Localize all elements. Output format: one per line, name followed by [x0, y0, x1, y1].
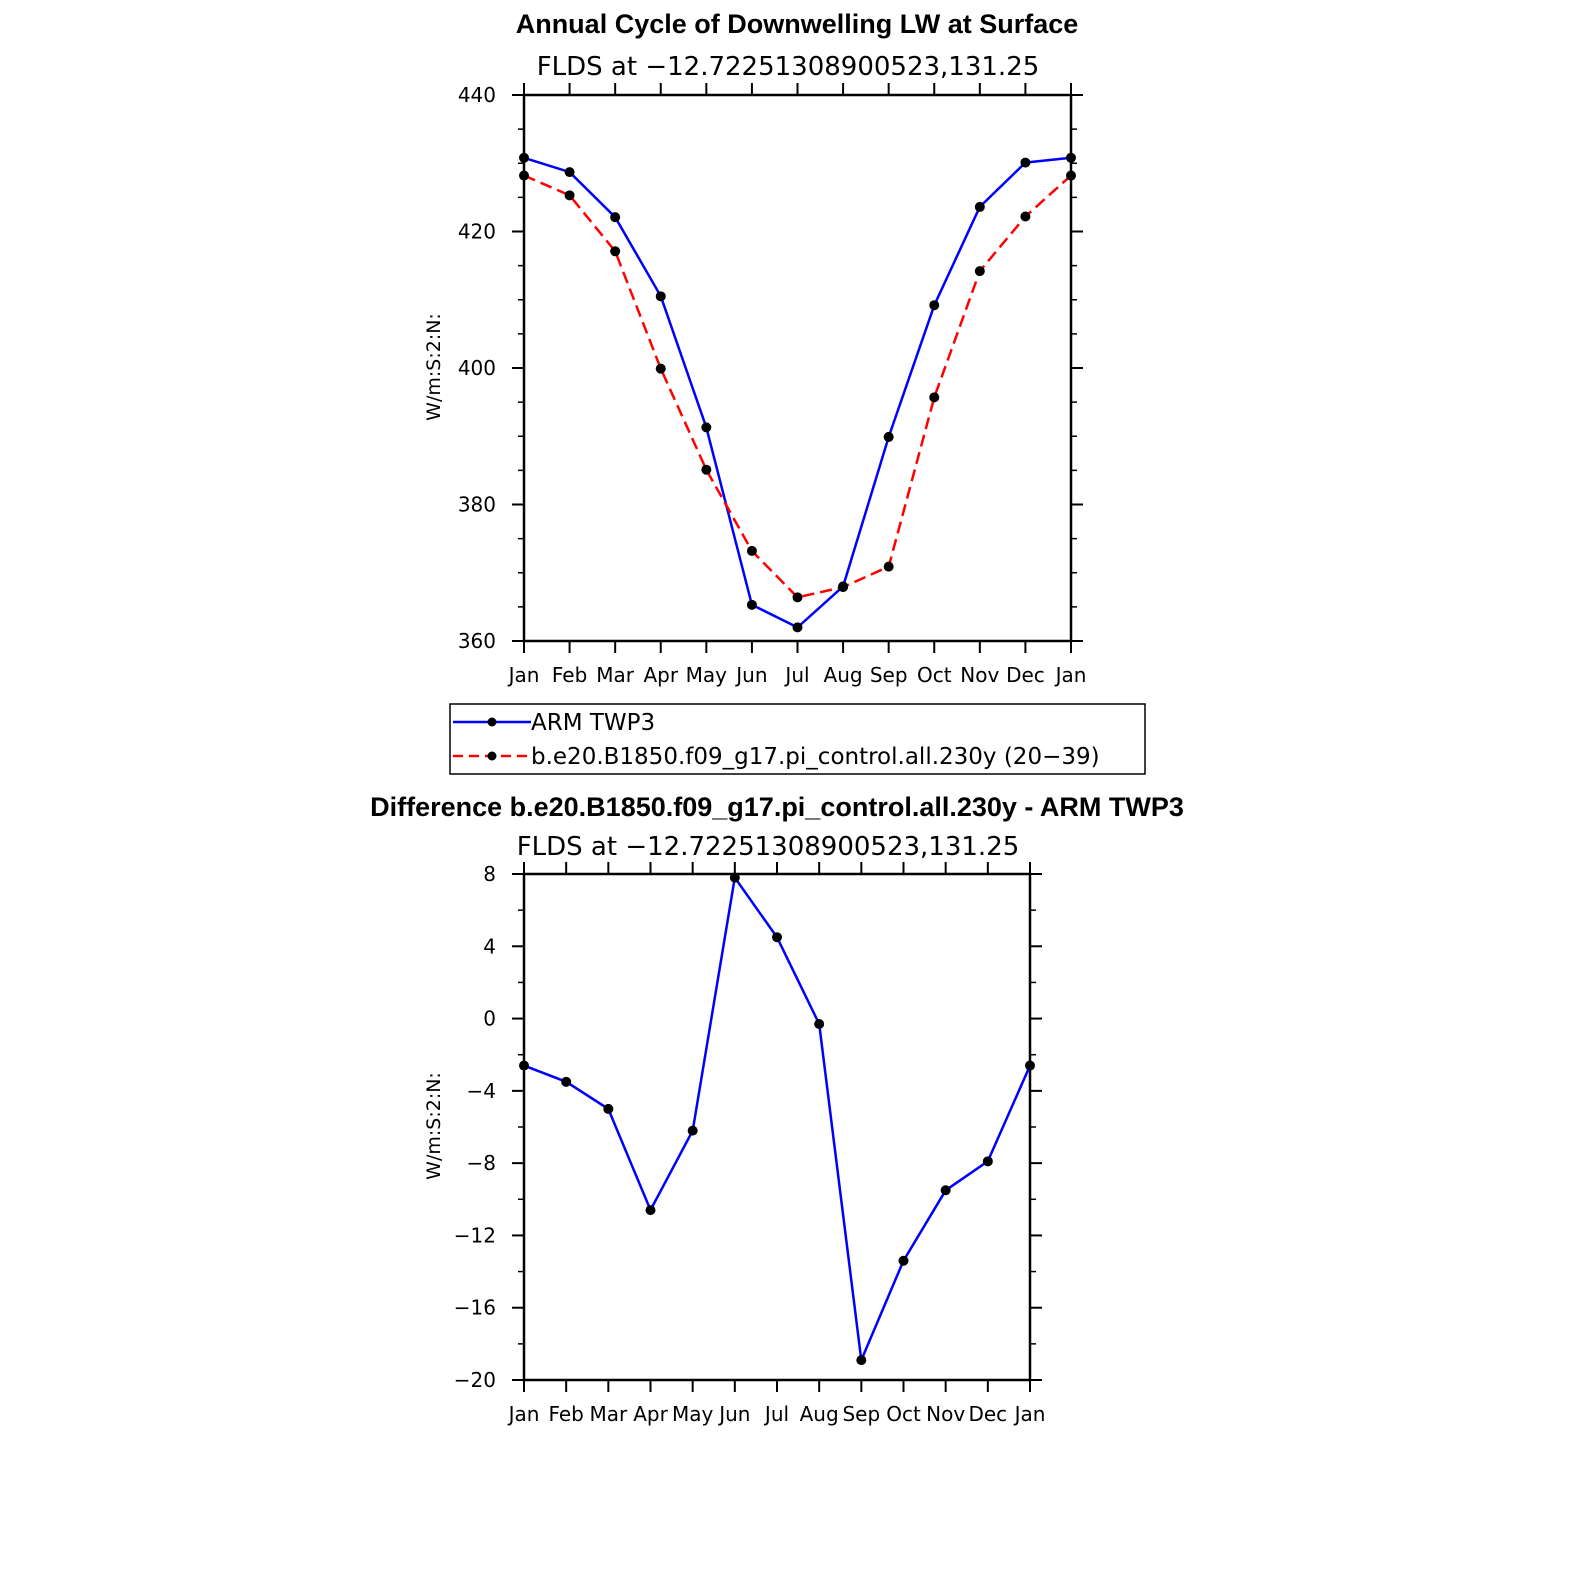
plot-frame [522, 93, 1073, 643]
legend-label-arm: ARM TWP3 [531, 710, 655, 736]
data-point [603, 1103, 614, 1114]
x-tick-label: Aug [800, 1402, 839, 1426]
chart-title: Annual Cycle of Downwelling LW at Surfac… [516, 9, 1079, 39]
x-tick-label: May [672, 1402, 714, 1426]
data-point [974, 201, 985, 212]
legend: ARM TWP3 b.e20.B1850.f09_g17.pi_control.… [449, 703, 1146, 775]
legend-marker-arm [487, 717, 497, 727]
x-tick-label: Nov [960, 663, 999, 687]
y-tick-label: 0 [483, 1007, 496, 1031]
series-line-1 [523, 174, 1072, 599]
data-point [701, 422, 712, 433]
y-tick-label: −20 [454, 1368, 496, 1392]
data-point [746, 599, 757, 610]
data-point [1066, 170, 1076, 181]
data-point [940, 1185, 951, 1196]
x-tick-label: Oct [886, 1402, 921, 1426]
legend-box [449, 703, 1146, 775]
data-point [564, 167, 575, 178]
data-point [561, 1076, 572, 1087]
data-point [746, 545, 757, 556]
series-line-0 [523, 156, 1072, 629]
x-tick-label: Feb [552, 663, 587, 687]
data-point [814, 1018, 825, 1029]
data-point [929, 392, 940, 403]
y-tick-label: 8 [483, 862, 496, 886]
x-tick-label: Oct [917, 663, 952, 687]
x-tick-label: Dec [1006, 663, 1045, 687]
chart-subtitle: FLDS at −12.72251308900523,131.25 [537, 52, 1040, 82]
x-tick-label: Jul [783, 663, 809, 687]
x-tick-label: Jan [507, 1402, 540, 1426]
x-tick-label: May [686, 663, 728, 687]
data-point [645, 1205, 656, 1216]
data-point [1020, 157, 1031, 168]
y-tick-label: −8 [467, 1151, 496, 1175]
data-point [519, 152, 529, 163]
data-point [1020, 211, 1031, 222]
y-tick-label: 400 [458, 356, 496, 380]
x-tick-label: Nov [926, 1402, 965, 1426]
data-point [883, 431, 894, 442]
data-point [1066, 152, 1076, 163]
data-point [610, 212, 621, 223]
x-tick-label: Jan [507, 663, 540, 687]
y-tick-label: 420 [458, 220, 496, 244]
x-tick-label: Aug [824, 663, 863, 687]
chart-title: Difference b.e20.B1850.f09_g17.pi_contro… [370, 792, 1184, 822]
data-point [701, 464, 712, 475]
x-tick-label: Jan [1054, 663, 1087, 687]
x-tick-label: Apr [633, 1402, 668, 1426]
data-point [564, 190, 575, 201]
legend-marker-model [487, 751, 497, 761]
data-point [519, 1060, 529, 1071]
y-tick-label: −4 [467, 1079, 496, 1103]
legend-label-model: b.e20.B1850.f09_g17.pi_control.all.230y … [531, 744, 1100, 770]
data-point [687, 1125, 698, 1136]
x-tick-label: Mar [589, 1402, 628, 1426]
data-point [974, 266, 985, 277]
y-tick-label: 360 [458, 629, 496, 653]
data-point [655, 363, 666, 374]
x-tick-label: Sep [870, 663, 908, 687]
x-tick-label: Jul [763, 1402, 789, 1426]
data-point [655, 291, 666, 302]
x-tick-label: Mar [596, 663, 635, 687]
data-point [856, 1355, 867, 1366]
x-tick-label: Dec [968, 1402, 1007, 1426]
x-tick-label: Jun [717, 1402, 750, 1426]
plot-area: 360 380 400 420 440 Jan Feb Mar Apr May Jun Jul Aug S… [458, 83, 1087, 687]
data-point [929, 300, 940, 311]
series-line-0 [523, 874, 1032, 1365]
y-tick-label: −16 [454, 1296, 496, 1320]
data-point [519, 170, 529, 181]
data-point [610, 246, 621, 257]
y-tick-label: 380 [458, 493, 496, 517]
plot-frame [522, 872, 1032, 1382]
annual-cycle-chart: Annual Cycle of Downwelling LW at Surfac… [423, 9, 1146, 775]
x-tick-label: Feb [548, 1402, 583, 1426]
data-point [883, 561, 894, 572]
y-tick-label: −12 [454, 1223, 496, 1247]
x-tick-label: Jan [1013, 1402, 1046, 1426]
y-tick-label: 440 [458, 83, 496, 107]
data-point [792, 592, 803, 603]
x-tick-label: Sep [842, 1402, 880, 1426]
y-axis-label: W/m:S:2:N: [423, 313, 445, 421]
data-point [898, 1255, 909, 1266]
data-point [982, 1156, 993, 1167]
x-tick-label: Jun [734, 663, 767, 687]
y-axis-label: W/m:S:2:N: [423, 1072, 445, 1180]
plot-area: −20 −16 −12 −8 −4 0 4 8 Jan Feb Mar Apr May Jun Jul Aug… [454, 862, 1046, 1426]
y-tick-label: 4 [483, 934, 496, 958]
data-point [729, 872, 740, 883]
x-tick-label: Apr [643, 663, 678, 687]
difference-chart: Difference b.e20.B1850.f09_g17.pi_contro… [370, 792, 1184, 1426]
data-point [1025, 1060, 1035, 1071]
data-point [838, 582, 849, 593]
data-point [792, 622, 803, 633]
chart-subtitle: FLDS at −12.72251308900523,131.25 [517, 832, 1020, 862]
data-point [772, 932, 782, 943]
